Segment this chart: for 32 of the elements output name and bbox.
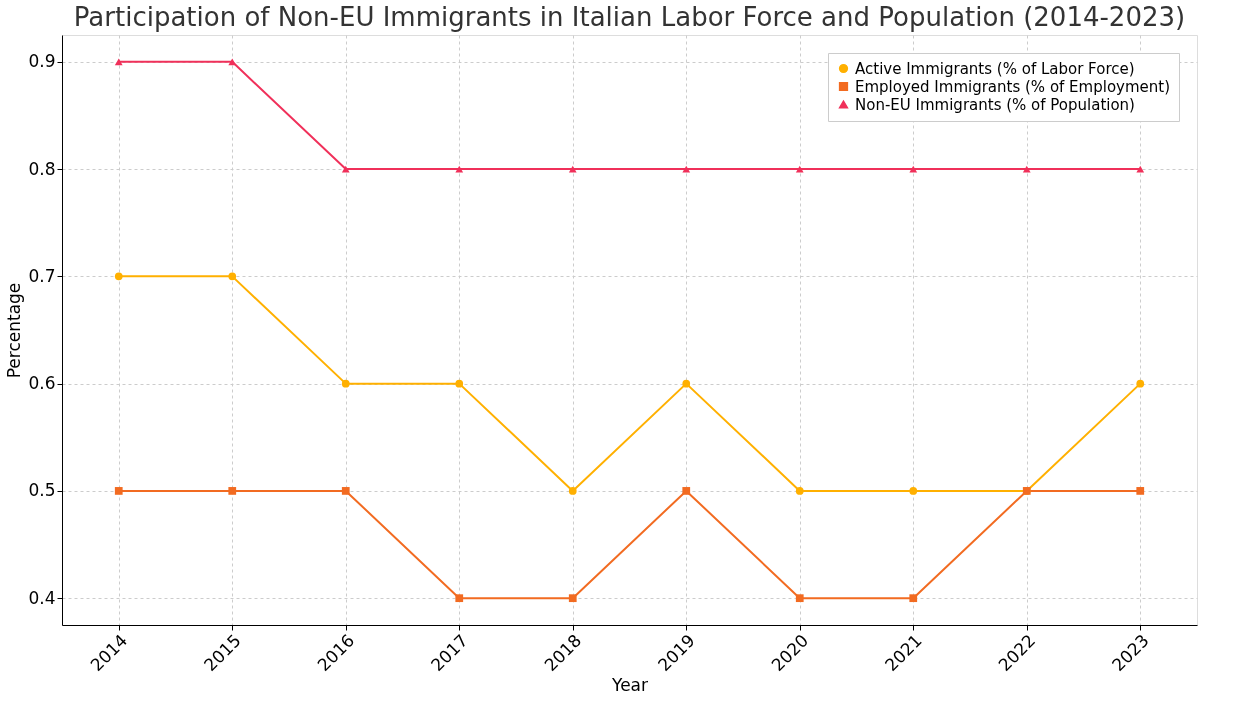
point bbox=[568, 487, 577, 495]
point bbox=[1136, 487, 1145, 495]
point bbox=[228, 487, 237, 495]
chart-title: Participation of Non-EU Immigrants in Italian Labor Force and Population (2014-2023) bbox=[73, 2, 1186, 32]
y-axis-title: Percentage bbox=[4, 282, 25, 379]
x-axis-title: Year bbox=[611, 675, 648, 696]
point bbox=[455, 594, 464, 603]
point bbox=[1136, 379, 1145, 388]
point bbox=[228, 272, 237, 281]
y-tick-label: 0.7 bbox=[28, 265, 56, 286]
legend-label: Active Immigrants (% of Labor Force) bbox=[855, 59, 1135, 78]
y-tick-label: 0.6 bbox=[28, 373, 56, 394]
point bbox=[114, 58, 123, 66]
y-tick-label: 0.8 bbox=[28, 158, 56, 179]
point bbox=[795, 594, 804, 603]
point bbox=[909, 594, 918, 603]
legend-label: Non-EU Immigrants (% of Population) bbox=[855, 95, 1135, 114]
point bbox=[909, 487, 918, 495]
point bbox=[568, 594, 577, 603]
point bbox=[114, 272, 123, 281]
point bbox=[114, 487, 123, 495]
point bbox=[228, 58, 237, 66]
point bbox=[795, 487, 804, 495]
y-tick-label: 0.5 bbox=[28, 480, 56, 501]
point bbox=[455, 379, 464, 388]
point bbox=[341, 487, 350, 495]
legend-label: Employed Immigrants (% of Employment) bbox=[855, 77, 1171, 96]
point bbox=[682, 379, 691, 388]
point bbox=[341, 379, 350, 388]
y-tick-label: 0.9 bbox=[28, 51, 56, 72]
point bbox=[682, 487, 691, 495]
y-tick-label: 0.4 bbox=[28, 587, 56, 608]
